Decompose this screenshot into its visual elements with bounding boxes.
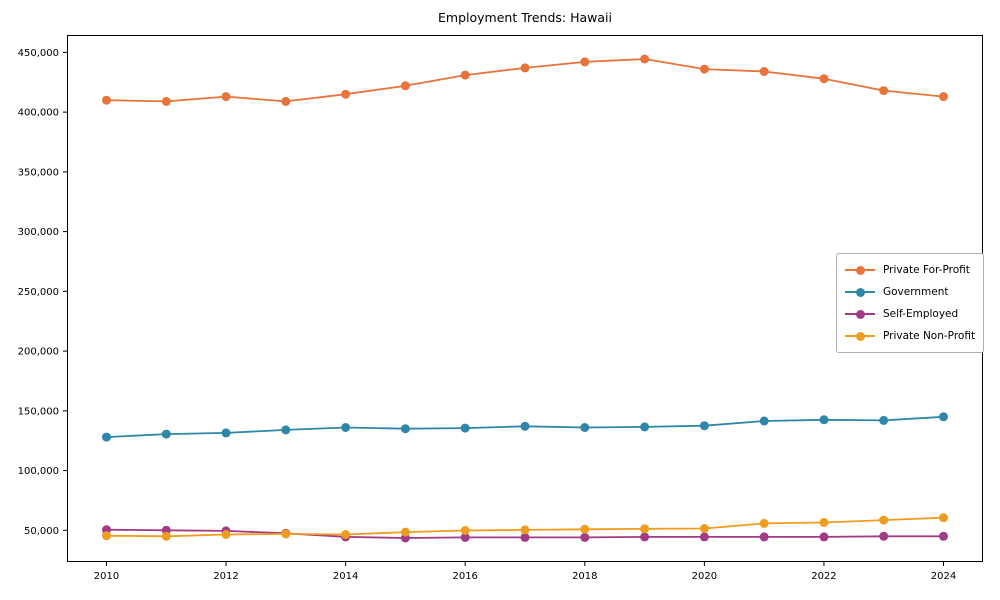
data-point-0-2016 <box>460 70 470 80</box>
y-axis-tick-label: 250,000 <box>18 287 59 298</box>
legend-item-0: Private For-Profit <box>845 259 975 281</box>
legend-item-1: Government <box>845 281 975 303</box>
data-point-2-2020 <box>699 532 709 542</box>
y-axis-tick-label: 300,000 <box>18 227 59 238</box>
data-point-0-2014 <box>341 89 351 99</box>
legend-dot-icon <box>855 331 865 341</box>
data-point-3-2023 <box>879 515 889 525</box>
data-point-0-2010 <box>102 95 111 105</box>
legend-item-label: Government <box>883 286 949 298</box>
data-point-0-2022 <box>819 74 829 84</box>
y-axis-tick-label: 350,000 <box>18 167 59 178</box>
data-point-1-2018 <box>580 423 590 432</box>
chart-svg: 50,000 100,000 150,000 200,000 250,000 300,00… <box>18 35 983 582</box>
data-point-1-2013 <box>281 425 291 435</box>
data-point-1-2023 <box>879 415 889 425</box>
legend: Private For-Profit Government Self-Employe… <box>836 253 984 353</box>
data-point-1-2010 <box>102 432 111 442</box>
data-point-1-2017 <box>520 421 530 431</box>
x-axis-tick-label: 2016 <box>452 571 477 582</box>
data-point-0-2020 <box>699 64 709 74</box>
data-point-1-2012 <box>221 428 231 438</box>
data-point-3-2019 <box>640 524 650 534</box>
data-point-0-2018 <box>580 57 590 67</box>
data-point-3-2014 <box>341 530 351 539</box>
data-point-1-2015 <box>400 424 410 434</box>
data-point-3-2018 <box>580 524 590 534</box>
data-point-3-2020 <box>699 524 709 533</box>
legend-item-3: Private Non-Profit <box>845 325 975 347</box>
y-axis-tick-label: 450,000 <box>18 48 59 59</box>
data-point-2-2019 <box>640 532 650 542</box>
legend-item-label: Private For-Profit <box>883 264 970 276</box>
x-axis-tick-label: 2014 <box>333 571 358 582</box>
plot-area: 50,000 100,000 150,000 200,000 250,000 300,00… <box>18 35 983 582</box>
x-axis-tick-label: 2012 <box>213 571 238 582</box>
data-point-0-2012 <box>221 92 231 102</box>
data-point-2-2024 <box>939 531 948 541</box>
legend-dot-icon <box>855 287 865 297</box>
data-point-1-2024 <box>939 412 948 422</box>
data-point-2-2017 <box>520 532 530 542</box>
y-axis-tick-label: 150,000 <box>18 406 59 417</box>
data-point-3-2010 <box>102 531 111 541</box>
x-axis-tick-label: 2022 <box>811 571 836 582</box>
legend-item-label: Self-Employed <box>883 308 959 320</box>
data-point-0-2017 <box>520 63 530 73</box>
y-axis-tick-label: 100,000 <box>18 466 59 477</box>
data-point-0-2013 <box>281 96 291 106</box>
data-point-1-2014 <box>341 423 351 432</box>
data-point-0-2023 <box>879 86 889 96</box>
x-axis-tick-label: 2018 <box>572 571 597 582</box>
data-point-1-2019 <box>640 422 650 432</box>
legend-dot-icon <box>855 265 865 275</box>
data-point-0-2011 <box>161 96 171 106</box>
x-axis-tick-label: 2010 <box>94 571 119 582</box>
y-axis-tick-label: 50,000 <box>24 526 59 537</box>
x-axis-tick-label: 2024 <box>931 571 956 582</box>
data-point-2-2023 <box>879 531 889 541</box>
data-point-3-2015 <box>400 527 410 537</box>
data-point-2-2016 <box>460 532 470 542</box>
data-point-2-2018 <box>580 532 590 542</box>
data-point-0-2021 <box>759 67 769 76</box>
data-point-2-2021 <box>759 532 769 542</box>
legend-item-2: Self-Employed <box>845 303 975 325</box>
data-point-3-2017 <box>520 525 530 535</box>
legend-marker-icon <box>845 265 875 275</box>
data-point-3-2016 <box>460 526 470 535</box>
data-point-1-2021 <box>759 416 769 426</box>
y-axis-tick-label: 400,000 <box>18 108 59 119</box>
legend-marker-icon <box>845 331 875 341</box>
legend-marker-icon <box>845 287 875 297</box>
data-point-3-2012 <box>221 530 231 539</box>
data-point-3-2022 <box>819 518 829 527</box>
legend-dot-icon <box>855 309 865 319</box>
data-point-3-2013 <box>281 529 291 539</box>
chart-title: Employment Trends: Hawaii <box>438 10 612 25</box>
data-point-3-2011 <box>161 531 171 541</box>
x-axis-tick-label: 2020 <box>692 571 717 582</box>
legend-item-label: Private Non-Profit <box>883 330 976 342</box>
data-point-1-2016 <box>460 423 470 433</box>
data-point-1-2020 <box>699 421 709 431</box>
data-point-0-2019 <box>640 54 650 64</box>
y-axis-tick-label: 200,000 <box>18 347 59 358</box>
data-point-1-2011 <box>161 429 171 439</box>
data-point-3-2024 <box>939 513 948 523</box>
data-point-3-2021 <box>759 518 769 528</box>
data-point-0-2024 <box>939 92 948 102</box>
data-point-1-2022 <box>819 415 829 425</box>
data-point-2-2022 <box>819 532 829 542</box>
data-point-0-2015 <box>400 81 410 91</box>
legend-marker-icon <box>845 309 875 319</box>
